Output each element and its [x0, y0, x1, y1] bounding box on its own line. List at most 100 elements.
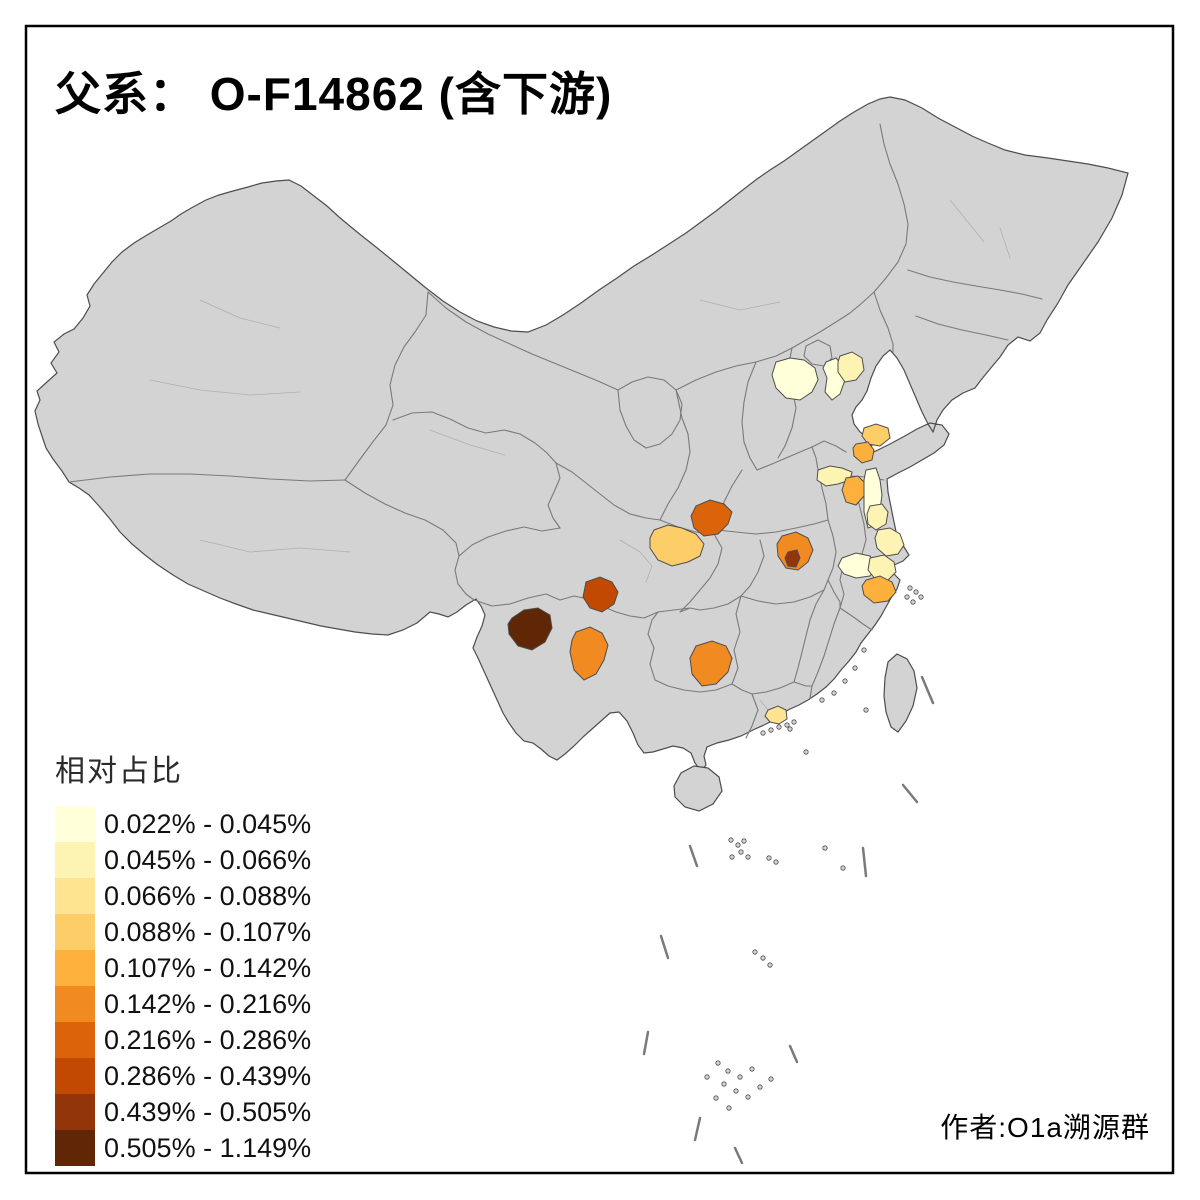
- islet-dot: [704, 1074, 710, 1080]
- prefecture-border-line: [619, 539, 653, 583]
- islet-dot: [737, 1074, 743, 1080]
- islet-dot: [910, 599, 916, 605]
- prefecture-border-line: [199, 539, 351, 553]
- province-border-line: [657, 607, 691, 613]
- legend: 相对占比 0.022% - 0.045% 0.045% - 0.066% 0.066…: [55, 746, 311, 1166]
- china-mainland-shape: [34, 96, 1129, 772]
- islet-dot: [840, 865, 846, 871]
- colored-region-jiangsu-coast-south-patch: [866, 503, 889, 531]
- islet-dot: [721, 1081, 727, 1087]
- legend-item: 0.066% - 0.088%: [55, 878, 311, 914]
- sea-boundary-dash: [659, 934, 670, 960]
- province-border-line: [873, 123, 909, 293]
- colored-region-shaanxi-south-patch: [690, 499, 733, 537]
- colored-region-pearl-delta-patch: [764, 705, 788, 725]
- province-border-line: [392, 411, 557, 464]
- province-border-line: [679, 533, 723, 613]
- islet-dot: [729, 854, 735, 860]
- province-border-line: [827, 579, 841, 609]
- province-border-line: [811, 446, 819, 471]
- prefecture-border-line: [999, 227, 1011, 259]
- prefecture-border-line: [699, 299, 781, 311]
- province-border-line: [811, 440, 847, 453]
- colored-region-shandong-south-patch: [852, 441, 875, 464]
- islet-dot: [741, 838, 747, 844]
- province-border-line: [731, 595, 742, 685]
- legend-item: 0.088% - 0.107%: [55, 914, 311, 950]
- province-border-line: [915, 315, 1009, 341]
- prefecture-border-line: [759, 699, 769, 711]
- islet-dot: [726, 1105, 732, 1111]
- province-border-line: [907, 269, 1043, 300]
- hainan-island-shape: [673, 765, 723, 812]
- province-border-line: [454, 555, 475, 601]
- legend-items: 0.022% - 0.045% 0.045% - 0.066% 0.066% - 0…: [55, 806, 311, 1166]
- sea-boundary-dash: [920, 675, 935, 705]
- sea-boundary-dash: [733, 1146, 744, 1165]
- islet-dot: [745, 854, 751, 860]
- islet-dot: [749, 1066, 755, 1072]
- colored-regions-layer: [507, 351, 905, 725]
- legend-item: 0.045% - 0.066%: [55, 842, 311, 878]
- prefecture-border-line: [149, 379, 301, 396]
- legend-label: 0.022% - 0.045%: [104, 808, 312, 839]
- legend-label: 0.505% - 1.149%: [104, 1132, 312, 1163]
- legend-item: 0.107% - 0.142%: [55, 950, 311, 986]
- legend-item: 0.505% - 1.149%: [55, 1130, 311, 1166]
- province-border-line: [344, 291, 429, 481]
- province-border-line: [745, 693, 759, 739]
- sea-boundary-dash: [901, 783, 919, 804]
- islet-dot: [784, 722, 790, 728]
- small-islands: [704, 585, 924, 1111]
- legend-item: 0.022% - 0.045%: [55, 806, 311, 842]
- province-border-line: [659, 389, 691, 521]
- islet-dot: [822, 845, 828, 851]
- islet-dot: [803, 749, 809, 755]
- islet-dot: [863, 707, 869, 713]
- islet-dot: [752, 949, 758, 955]
- colored-region-hebei-west-patch: [771, 357, 819, 401]
- islet-dot: [913, 589, 919, 595]
- islet-dot: [713, 1095, 719, 1101]
- province-border-line: [873, 291, 894, 353]
- islet-dot: [768, 1076, 774, 1082]
- province-border-line: [839, 607, 873, 631]
- nine-dash-line: [642, 675, 935, 1165]
- prefecture-border-line: [949, 199, 985, 243]
- sea-boundary-dash: [693, 1116, 702, 1142]
- colored-region-sichuan-north-patch: [649, 524, 705, 567]
- province-border-line: [555, 462, 661, 521]
- islet-dot: [773, 859, 779, 865]
- legend-label: 0.216% - 0.286%: [104, 1024, 312, 1055]
- province-border-line: [811, 607, 841, 687]
- islet-dot: [725, 1068, 731, 1074]
- province-border-line: [823, 519, 837, 591]
- islet-dot: [842, 678, 848, 684]
- province-border-line: [793, 681, 813, 687]
- legend-swatch: [55, 1058, 95, 1094]
- legend-swatch: [55, 1022, 95, 1058]
- legend-label: 0.066% - 0.088%: [104, 880, 312, 911]
- legend-swatch: [55, 806, 95, 842]
- legend-item: 0.286% - 0.439%: [55, 1058, 311, 1094]
- islet-dot: [831, 690, 837, 696]
- islet-dot: [907, 585, 913, 591]
- colored-region-jiangsu-north-patch: [841, 475, 867, 506]
- islet-dot: [767, 962, 773, 968]
- legend-swatch: [55, 1130, 95, 1166]
- islet-dot: [715, 1060, 721, 1066]
- islet-dot: [776, 724, 782, 730]
- colored-region-guizhou-patch: [689, 640, 733, 687]
- province-border-line: [654, 679, 733, 693]
- province-border-line: [756, 446, 813, 471]
- legend-swatch: [55, 878, 95, 914]
- colored-region-yangtze-mouth-patch: [874, 527, 905, 557]
- islet-dot: [745, 1094, 751, 1100]
- islet-dot: [787, 726, 793, 732]
- province-border-line: [617, 376, 683, 449]
- colored-region-sichuan-south-patch: [582, 576, 619, 613]
- islet-dot: [760, 955, 766, 961]
- province-border-line: [647, 611, 659, 681]
